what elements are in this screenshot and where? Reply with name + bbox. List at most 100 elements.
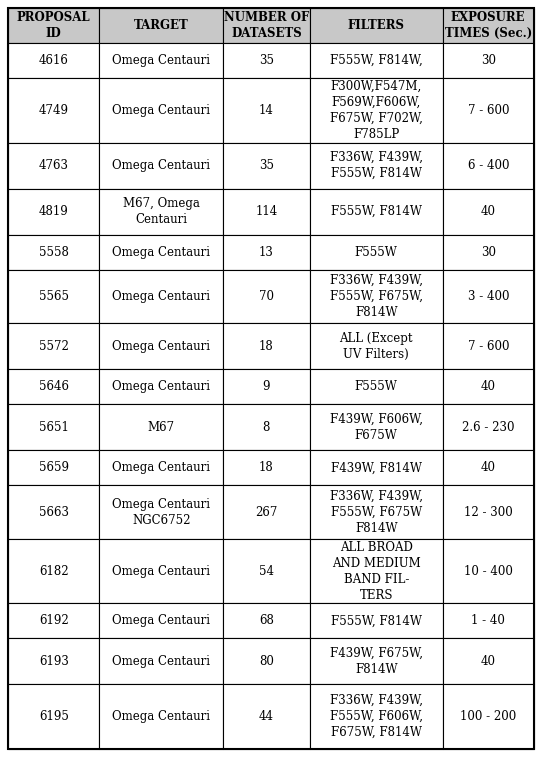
Text: ALL BROAD
AND MEDIUM
BAND FIL-
TERS: ALL BROAD AND MEDIUM BAND FIL- TERS xyxy=(332,540,421,602)
Text: 5651: 5651 xyxy=(39,421,69,434)
Text: 5646: 5646 xyxy=(38,380,69,394)
Text: 44: 44 xyxy=(259,710,274,723)
Text: 6 - 400: 6 - 400 xyxy=(468,159,509,172)
Text: 35: 35 xyxy=(259,159,274,172)
Bar xyxy=(100,43,223,78)
Bar xyxy=(223,638,310,684)
Text: F336W, F439W,
F555W, F675W
F814W: F336W, F439W, F555W, F675W F814W xyxy=(330,490,423,534)
Bar xyxy=(100,142,223,188)
Text: Omega Centauri: Omega Centauri xyxy=(112,104,210,117)
Bar xyxy=(223,450,310,485)
Bar xyxy=(8,404,100,450)
Text: Omega Centauri: Omega Centauri xyxy=(112,565,210,578)
Bar xyxy=(442,404,534,450)
Bar xyxy=(100,450,223,485)
Text: Omega Centauri: Omega Centauri xyxy=(112,54,210,67)
Text: 6192: 6192 xyxy=(39,615,69,628)
Bar xyxy=(100,603,223,638)
Text: Omega Centauri: Omega Centauri xyxy=(112,655,210,668)
Bar xyxy=(310,684,442,749)
Bar xyxy=(100,8,223,43)
Bar xyxy=(8,43,100,78)
Text: 40: 40 xyxy=(481,462,496,475)
Bar xyxy=(8,78,100,142)
Text: F439W, F814W: F439W, F814W xyxy=(331,462,422,475)
Text: 14: 14 xyxy=(259,104,274,117)
Bar xyxy=(223,188,310,235)
Bar xyxy=(310,43,442,78)
Text: 40: 40 xyxy=(481,205,496,218)
Bar xyxy=(310,369,442,404)
Bar xyxy=(8,323,100,369)
Bar xyxy=(442,485,534,539)
Text: 54: 54 xyxy=(259,565,274,578)
Text: F555W, F814W: F555W, F814W xyxy=(331,205,422,218)
Text: 4819: 4819 xyxy=(39,205,69,218)
Bar xyxy=(100,684,223,749)
Bar xyxy=(100,369,223,404)
Text: M67, Omega
Centauri: M67, Omega Centauri xyxy=(123,197,199,226)
Text: NUMBER OF
DATASETS: NUMBER OF DATASETS xyxy=(224,11,309,40)
Text: 10 - 400: 10 - 400 xyxy=(464,565,513,578)
Text: 5558: 5558 xyxy=(39,246,69,259)
Bar xyxy=(442,269,534,323)
Bar xyxy=(100,404,223,450)
Text: 114: 114 xyxy=(255,205,278,218)
Bar xyxy=(100,188,223,235)
Bar xyxy=(310,142,442,188)
Bar xyxy=(223,78,310,142)
Text: Omega Centauri: Omega Centauri xyxy=(112,710,210,723)
Bar xyxy=(223,485,310,539)
Text: FILTERS: FILTERS xyxy=(348,19,405,32)
Text: 18: 18 xyxy=(259,462,274,475)
Bar xyxy=(310,603,442,638)
Bar xyxy=(223,369,310,404)
Text: F439W, F675W,
F814W: F439W, F675W, F814W xyxy=(330,647,423,676)
Bar xyxy=(8,188,100,235)
Text: 5572: 5572 xyxy=(39,340,69,353)
Text: 70: 70 xyxy=(259,290,274,303)
Text: 5663: 5663 xyxy=(38,506,69,519)
Bar xyxy=(8,539,100,603)
Text: Omega Centauri: Omega Centauri xyxy=(112,246,210,259)
Bar xyxy=(442,450,534,485)
Text: 4749: 4749 xyxy=(38,104,69,117)
Bar xyxy=(442,8,534,43)
Bar xyxy=(310,323,442,369)
Bar xyxy=(100,323,223,369)
Bar xyxy=(8,142,100,188)
Bar xyxy=(8,269,100,323)
Text: 6182: 6182 xyxy=(39,565,68,578)
Text: EXPOSURE
TIMES (Sec.): EXPOSURE TIMES (Sec.) xyxy=(444,11,532,40)
Bar xyxy=(223,142,310,188)
Text: Omega Centauri: Omega Centauri xyxy=(112,290,210,303)
Text: 7 - 600: 7 - 600 xyxy=(468,104,509,117)
Text: F555W: F555W xyxy=(355,246,398,259)
Bar xyxy=(310,269,442,323)
Text: 1 - 40: 1 - 40 xyxy=(472,615,505,628)
Text: 7 - 600: 7 - 600 xyxy=(468,340,509,353)
Text: 12 - 300: 12 - 300 xyxy=(464,506,513,519)
Bar xyxy=(442,78,534,142)
Bar xyxy=(310,638,442,684)
Text: 5659: 5659 xyxy=(38,462,69,475)
Text: 13: 13 xyxy=(259,246,274,259)
Bar xyxy=(310,78,442,142)
Bar xyxy=(442,539,534,603)
Bar xyxy=(100,485,223,539)
Bar xyxy=(223,269,310,323)
Text: PROPOSAL
ID: PROPOSAL ID xyxy=(17,11,91,40)
Text: 30: 30 xyxy=(481,54,496,67)
Bar xyxy=(442,43,534,78)
Bar xyxy=(310,404,442,450)
Text: Omega Centauri: Omega Centauri xyxy=(112,159,210,172)
Bar xyxy=(310,188,442,235)
Text: 267: 267 xyxy=(255,506,278,519)
Bar xyxy=(100,638,223,684)
Bar xyxy=(223,43,310,78)
Text: 4763: 4763 xyxy=(38,159,69,172)
Text: 30: 30 xyxy=(481,246,496,259)
Bar xyxy=(310,539,442,603)
Text: Omega Centauri: Omega Centauri xyxy=(112,340,210,353)
Bar xyxy=(8,603,100,638)
